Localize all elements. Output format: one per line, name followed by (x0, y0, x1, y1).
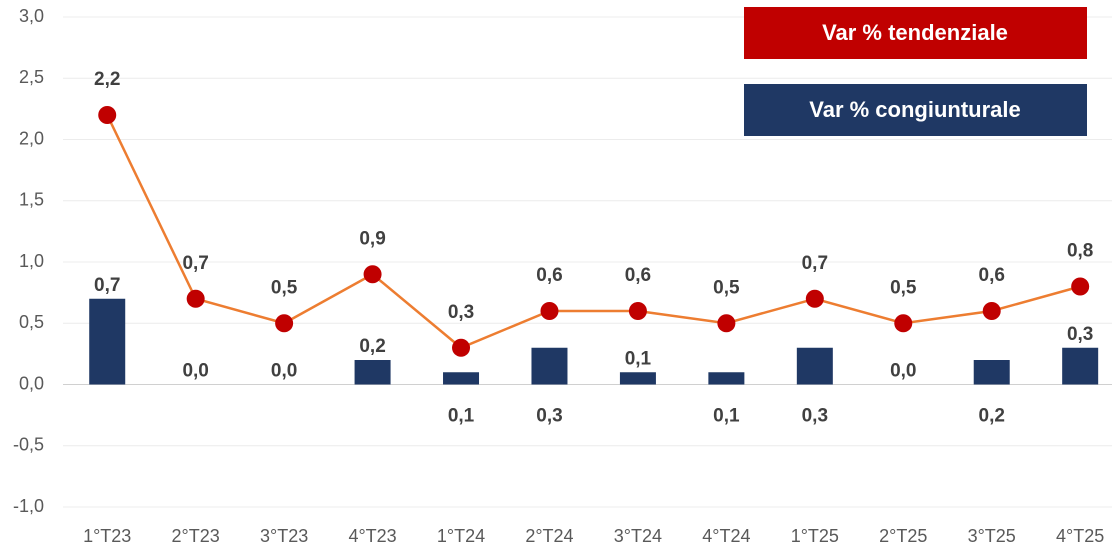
y-tick-label: -0,5 (13, 435, 44, 455)
y-tick-label: 2,5 (19, 67, 44, 87)
bar (531, 347, 568, 385)
x-tick-label: 4°T25 (1056, 526, 1104, 546)
bar-value-label: 0,3 (536, 406, 562, 427)
bar (973, 360, 1010, 385)
bar-value-label: 0,1 (713, 406, 740, 427)
line-value-label: 0,5 (713, 277, 740, 298)
y-tick-label: 1,0 (19, 251, 44, 271)
line-value-label: 0,8 (1067, 241, 1093, 262)
bar (708, 372, 745, 385)
x-tick-label: 1°T25 (791, 526, 839, 546)
line-marker (1071, 277, 1090, 296)
line (106, 114, 1081, 350)
bar (1062, 347, 1099, 385)
bar (619, 372, 656, 385)
line-marker (186, 289, 205, 308)
x-tick-label: 4°T23 (348, 526, 396, 546)
y-tick-label: 0,5 (19, 312, 44, 332)
x-tick-label: 2°T24 (525, 526, 573, 546)
x-tick-label: 4°T24 (702, 526, 750, 546)
legend-box (744, 84, 1087, 136)
x-tick-label: 1°T24 (437, 526, 485, 546)
line-value-label: 0,9 (359, 228, 385, 249)
line-value-label: 0,5 (271, 277, 298, 298)
line-marker (717, 314, 736, 333)
line-marker (540, 302, 559, 320)
y-tick-label: 0,0 (19, 373, 44, 393)
bar-value-label: 0,1 (625, 348, 652, 369)
line-value-label: 2,2 (94, 69, 120, 90)
line-value-label: 0,7 (182, 253, 208, 274)
y-tick-label: 2,0 (19, 128, 44, 148)
line-value-label: 0,7 (802, 253, 828, 274)
x-tick-label: 3°T23 (260, 526, 308, 546)
legend-label: Var % congiunturale (809, 97, 1021, 122)
bar (354, 360, 391, 385)
line-value-label: 0,6 (625, 265, 651, 286)
x-tick-label: 2°T25 (879, 526, 927, 546)
x-tick-label: 3°T25 (968, 526, 1016, 546)
line-value-label: 0,5 (890, 277, 917, 298)
bar-value-label: 0,0 (890, 361, 916, 382)
bar-value-label: 0,3 (1067, 324, 1093, 345)
line-marker (275, 314, 294, 333)
bar (443, 372, 480, 385)
line-marker (982, 302, 1001, 320)
bar (89, 298, 126, 385)
line-marker (452, 338, 471, 357)
x-tick-label: 2°T23 (172, 526, 220, 546)
line-value-label: 0,6 (536, 265, 562, 286)
bar-value-label: 0,0 (271, 361, 297, 382)
x-tick-label: 3°T24 (614, 526, 662, 546)
legend-box (744, 7, 1087, 59)
bar-value-label: 0,2 (979, 406, 1005, 427)
line-marker (628, 302, 647, 320)
bar-value-label: 0,7 (94, 275, 120, 296)
y-tick-label: -1,0 (13, 496, 44, 516)
line-marker (98, 106, 117, 124)
bar-value-label: 0,3 (802, 406, 828, 427)
y-tick-label: 3,0 (19, 6, 44, 26)
x-tick-label: 1°T23 (83, 526, 131, 546)
bar-value-label: 0,2 (359, 336, 385, 357)
line-value-label: 0,3 (448, 302, 474, 323)
legend-label: Var % tendenziale (822, 20, 1008, 45)
line-marker (805, 289, 824, 308)
line-value-label: 0,6 (979, 265, 1005, 286)
line-marker (363, 265, 382, 284)
line-marker (894, 314, 913, 333)
bar (796, 347, 833, 385)
bar-value-label: 0,0 (182, 361, 208, 382)
y-tick-label: 1,5 (19, 190, 44, 210)
bar-value-label: 0,1 (448, 406, 475, 427)
